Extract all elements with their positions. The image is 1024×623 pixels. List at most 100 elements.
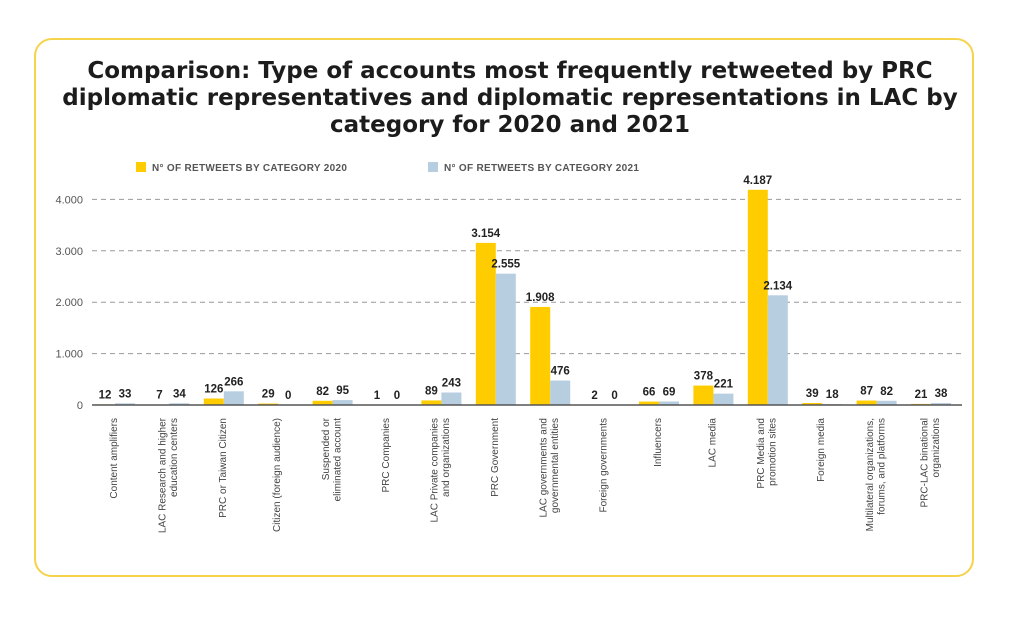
x-tick-label-line: PRC or Taiwan Citizen — [218, 418, 229, 518]
x-tick-label: Foreign governments — [599, 418, 610, 513]
x-tick-label-line: organizations — [931, 418, 942, 477]
x-tick-label-line: Multilateral organizations, — [865, 418, 876, 531]
x-tick-label: Content amplifiers — [109, 418, 120, 499]
x-tick-label-line: Influencers — [653, 418, 664, 467]
bar — [931, 403, 951, 405]
data-label: 66 — [643, 387, 656, 399]
x-tick-label-line: education centers — [169, 418, 180, 497]
x-tick-label-line: LAC Research and higher — [158, 417, 169, 533]
x-tick-label-line: Suspended or — [321, 417, 332, 480]
bar — [747, 189, 768, 405]
x-tick-label-line: Foreign governments — [599, 418, 610, 513]
y-tick-label: 2.000 — [55, 297, 83, 309]
bar — [115, 403, 135, 405]
y-tick-label: 1.000 — [55, 349, 83, 361]
y-tick-label: 0 — [77, 400, 83, 412]
data-label: 378 — [694, 371, 714, 383]
legend-swatch — [136, 162, 146, 172]
bar — [713, 393, 734, 405]
legend-swatch — [428, 162, 438, 172]
x-tick-label: PRC or Taiwan Citizen — [218, 418, 229, 518]
x-tick-label: Influencers — [653, 418, 664, 467]
y-tick-label: 4.000 — [55, 194, 83, 206]
data-label: 89 — [425, 385, 438, 397]
data-label: 1 — [374, 390, 381, 402]
bar — [203, 398, 224, 405]
bar — [169, 403, 190, 405]
data-label: 82 — [880, 386, 893, 398]
x-tick-label: LAC governments andgovernmental entities — [538, 418, 561, 518]
data-label: 33 — [119, 388, 132, 400]
x-tick-label-line: Foreign media — [816, 418, 827, 482]
x-tick-label-line: PRC Government — [490, 418, 501, 497]
bar — [332, 400, 353, 405]
x-tick-label: PRC Government — [490, 418, 501, 497]
data-label: 1.908 — [526, 292, 555, 304]
data-label: 476 — [551, 366, 570, 378]
bar — [802, 402, 823, 405]
data-label: 38 — [935, 388, 948, 400]
data-label: 4.187 — [743, 175, 772, 187]
bar — [659, 401, 679, 405]
legend-label: N° OF RETWEETS BY CATEGORY 2020 — [152, 163, 347, 174]
x-tick-label: LAC Private companiesand organizations — [430, 418, 453, 523]
data-label: 29 — [262, 389, 275, 401]
bar — [530, 306, 551, 405]
x-tick-label: Multilateral organizations,forums, and p… — [865, 418, 888, 531]
bar — [693, 385, 714, 405]
x-tick-label-line: eliminated account — [332, 418, 343, 502]
bar — [441, 392, 462, 405]
x-tick-label: Citizen (foreign audience) — [272, 418, 283, 532]
data-label: 243 — [442, 378, 461, 390]
x-tick-label-line: governmental entities — [550, 418, 561, 513]
x-tick-label-line: promotion sites — [768, 418, 779, 486]
bar — [421, 400, 442, 405]
data-label: 2.134 — [763, 280, 792, 292]
data-label: 2 — [591, 390, 597, 402]
data-label: 0 — [611, 390, 617, 402]
data-label: 18 — [826, 389, 839, 401]
bar — [475, 242, 496, 405]
bar — [767, 295, 788, 405]
x-tick-label: PRC Media andpromotion sites — [756, 418, 779, 489]
data-label: 12 — [99, 389, 112, 401]
x-tick-label: Foreign media — [816, 418, 827, 482]
data-label: 21 — [915, 389, 928, 401]
x-tick-label: PRC-LAC binationalorganizations — [919, 418, 942, 508]
data-label: 3.154 — [471, 228, 500, 240]
y-tick-label: 3.000 — [55, 246, 83, 258]
x-tick-label-line: forums, and platforms — [876, 418, 887, 515]
x-tick-label-line: PRC Media and — [756, 418, 767, 489]
data-label: 0 — [394, 390, 400, 402]
bar — [550, 380, 571, 405]
x-tick-label: LAC Research and highereducation centers — [158, 417, 181, 533]
data-label: 266 — [224, 376, 243, 388]
data-label: 221 — [714, 379, 734, 391]
x-tick-label: PRC Companies — [381, 418, 392, 492]
data-label: 39 — [806, 388, 819, 400]
data-label: 69 — [663, 386, 676, 398]
x-tick-label-line: PRC-LAC binational — [919, 418, 930, 508]
bar — [876, 400, 897, 405]
data-label: 34 — [173, 388, 186, 400]
x-tick-label-line: Content amplifiers — [109, 418, 120, 499]
x-tick-label-line: LAC governments and — [538, 418, 549, 518]
legend-label: N° OF RETWEETS BY CATEGORY 2021 — [444, 163, 639, 174]
bar — [312, 400, 333, 405]
data-label: 2.555 — [491, 259, 520, 271]
data-label: 126 — [204, 384, 223, 396]
chart-title: Comparison: Type of accounts most freque… — [62, 58, 958, 138]
data-label: 0 — [285, 390, 291, 402]
x-tick-label-line: and organizations — [441, 418, 452, 497]
x-tick-label: LAC media — [707, 418, 718, 468]
bar — [856, 400, 877, 405]
x-tick-label-line: LAC media — [707, 418, 718, 468]
x-tick-label: Suspended oreliminated account — [321, 417, 344, 501]
x-tick-label-line: PRC Companies — [381, 418, 392, 492]
data-label: 7 — [156, 390, 162, 402]
bar — [639, 401, 659, 405]
x-tick-label-line: Citizen (foreign audience) — [272, 418, 283, 532]
bar — [223, 391, 244, 405]
data-label: 82 — [316, 386, 329, 398]
